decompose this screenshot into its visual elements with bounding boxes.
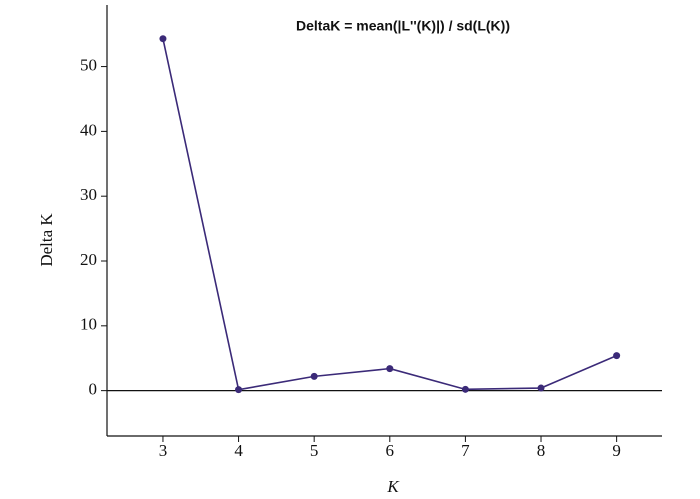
data-point <box>235 386 243 394</box>
y-tick-label: 20 <box>80 250 97 269</box>
x-tick-label: 7 <box>461 441 470 460</box>
x-axis-label: K <box>386 477 400 496</box>
data-point <box>159 35 167 43</box>
y-tick-label: 30 <box>80 185 97 204</box>
x-tick-label: 5 <box>310 441 319 460</box>
data-point <box>613 352 621 360</box>
chart-title: DeltaK = mean(|L''(K)|) / sd(L(K)) <box>296 18 510 34</box>
x-tick-label: 8 <box>537 441 546 460</box>
x-tick-label: 4 <box>234 441 243 460</box>
x-tick-label: 6 <box>386 441 395 460</box>
data-point <box>310 372 318 380</box>
y-tick-label: 50 <box>80 55 97 74</box>
y-tick-label: 10 <box>80 315 97 334</box>
x-tick-label: 9 <box>612 441 621 460</box>
data-point <box>386 365 394 373</box>
data-point <box>461 385 469 393</box>
y-tick-label: 0 <box>89 380 98 399</box>
data-point <box>537 384 545 392</box>
x-tick-label: 3 <box>159 441 168 460</box>
y-tick-label: 40 <box>80 120 97 139</box>
y-axis-label: Delta K <box>37 213 56 267</box>
series-line <box>162 38 617 391</box>
